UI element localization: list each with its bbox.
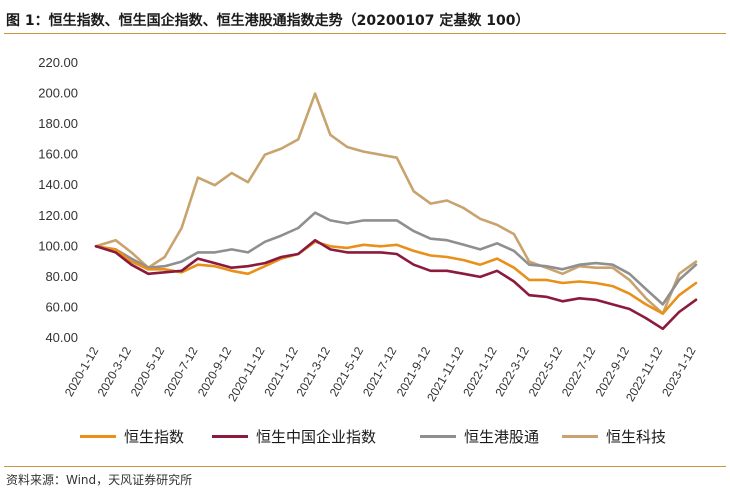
x-tick-label: 2023-1-12 [659, 344, 699, 399]
y-tick-label: 100.00 [38, 238, 78, 253]
title-rule [4, 33, 726, 34]
y-tick-label: 60.00 [45, 299, 78, 314]
series-line-hscei [94, 238, 698, 331]
series-layer [94, 92, 698, 331]
y-tick-label: 200.00 [38, 86, 78, 101]
legend-swatch-hscei [212, 434, 248, 438]
y-tick-label: 40.00 [45, 330, 78, 345]
y-tick-label: 160.00 [38, 147, 78, 162]
legend-item-hscei: 恒生中国企业指数 [212, 425, 376, 447]
source-note: 资料来源：Wind，天风证券研究所 [6, 473, 193, 487]
y-tick-label: 80.00 [45, 269, 78, 284]
series-line-tech [94, 92, 698, 315]
legend-label-tech: 恒生科技 [606, 427, 667, 446]
series-line-connect [94, 211, 698, 306]
y-tick-label: 140.00 [38, 177, 78, 192]
legend-label-hscei: 恒生中国企业指数 [256, 427, 377, 446]
legend-swatch-hsi [80, 434, 116, 438]
legend-swatch-connect [420, 434, 456, 438]
y-tick-label: 120.00 [38, 208, 78, 223]
y-axis: 220.00 200.00 180.00 160.00 140.00 120.00 100.… [38, 55, 78, 345]
series-line-hsi [94, 240, 698, 315]
line-chart: 220.00 200.00 180.00 160.00 140.00 120.00 100.… [38, 55, 699, 404]
legend-swatch-tech [562, 434, 598, 438]
x-axis: 2020-1-122020-3-122020-5-122020-7-122020… [62, 344, 699, 404]
legend-label-connect: 恒生港股通 [464, 427, 540, 446]
legend-item-tech: 恒生科技 [562, 425, 666, 447]
legend-item-connect: 恒生港股通 [420, 425, 539, 447]
y-tick-label: 220.00 [38, 55, 78, 70]
legend-item-hsi: 恒生指数 [80, 425, 184, 447]
figure-title: 图 1：恒生指数、恒生国企指数、恒生港股通指数走势（20200107 定基数 1… [6, 13, 530, 29]
source-rule [4, 466, 726, 467]
legend-label-hsi: 恒生指数 [124, 427, 185, 446]
y-tick-label: 180.00 [38, 116, 78, 131]
chart-legend: 恒生指数 恒生中国企业指数 恒生港股通 恒生科技 [0, 425, 730, 447]
